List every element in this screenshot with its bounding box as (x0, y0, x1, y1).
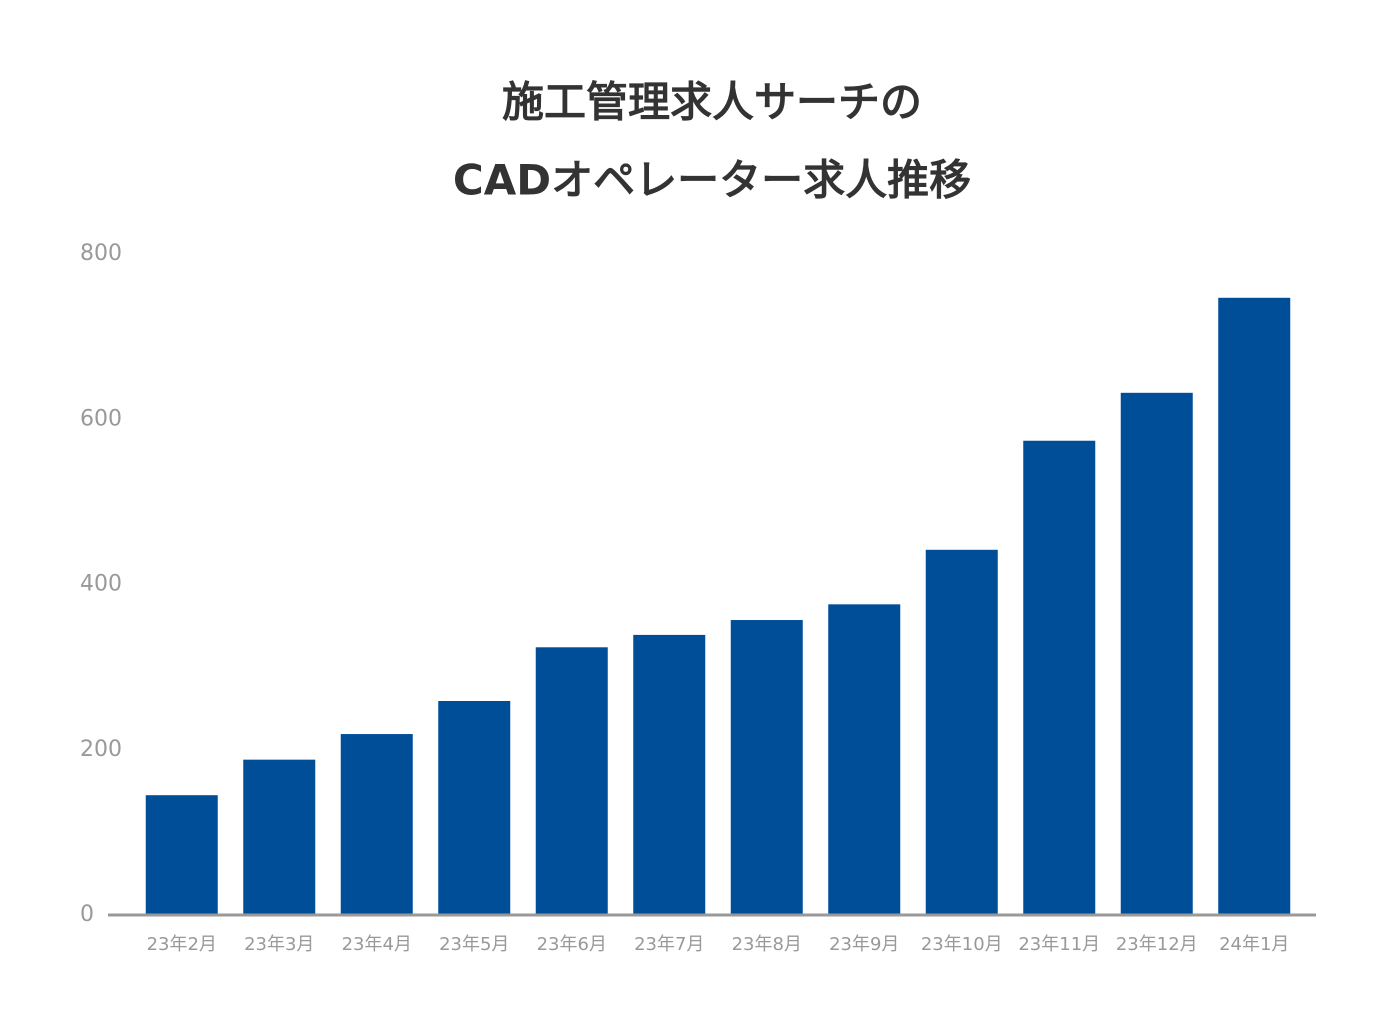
bar (535, 647, 608, 915)
x-tick-label: 23年11月 (1018, 934, 1100, 955)
x-tick-label: 24年1月 (1219, 934, 1289, 955)
bar (340, 734, 413, 915)
bar (633, 634, 706, 915)
x-tick-label: 23年8月 (732, 934, 802, 955)
bar (243, 759, 316, 915)
x-tick-label: 23年4月 (342, 934, 412, 955)
y-tick-label: 600 (80, 406, 122, 431)
x-tick-label: 23年2月 (147, 934, 217, 955)
bar (438, 701, 511, 915)
bar (1023, 440, 1096, 915)
bar (1218, 297, 1291, 915)
bar (145, 795, 218, 915)
x-tick-label: 23年10月 (921, 934, 1003, 955)
x-tick-label: 23年9月 (829, 934, 899, 955)
x-tick-label: 23年3月 (244, 934, 314, 955)
bar (1120, 392, 1193, 915)
bar (828, 604, 901, 915)
y-tick-label: 0 (80, 902, 94, 927)
x-tick-label: 23年7月 (634, 934, 704, 955)
bar (730, 620, 803, 915)
y-tick-label: 800 (80, 241, 122, 266)
y-tick-label: 200 (80, 737, 122, 762)
chart-title: CADオペレーター求人推移 (453, 156, 971, 205)
y-tick-label: 400 (80, 572, 122, 597)
x-tick-label: 23年5月 (439, 934, 509, 955)
bar (925, 549, 998, 915)
x-tick-label: 23年6月 (537, 934, 607, 955)
chart-title: 施工管理求人サーチの (502, 78, 922, 127)
x-tick-label: 23年12月 (1116, 934, 1198, 955)
